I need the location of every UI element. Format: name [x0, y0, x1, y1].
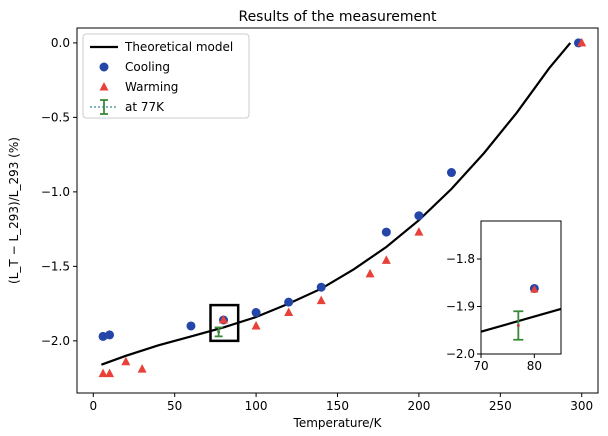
- y-tick-label: −1.0: [41, 185, 70, 199]
- cooling-point: [284, 297, 294, 307]
- x-tick-label: 250: [489, 399, 512, 413]
- inset-x-tick-label: 70: [473, 359, 488, 373]
- warming-point: [98, 368, 108, 378]
- inset-y-tick-label: −1.9: [446, 300, 475, 314]
- warming-point: [284, 307, 294, 317]
- legend-circle-icon: [99, 62, 109, 72]
- x-tick-label: 150: [326, 399, 349, 413]
- legend-label: Warming: [125, 80, 178, 94]
- y-axis-label: (L_T − L_293)/L_293 (%): [7, 137, 21, 284]
- theoretical-model-line: [101, 42, 572, 366]
- warming-point: [121, 356, 131, 366]
- warming-point: [365, 268, 375, 278]
- inset-y-tick-label: −1.8: [446, 252, 475, 266]
- inset-y-tick-label: −2.0: [446, 347, 475, 361]
- warming-point: [381, 255, 391, 264]
- cooling-point: [414, 211, 424, 221]
- cooling-point: [381, 227, 391, 237]
- x-tick-label: 300: [570, 399, 593, 413]
- legend-triangle-icon: [99, 82, 109, 91]
- x-axis-label: Temperature/K: [293, 416, 383, 430]
- x-tick-label: 100: [245, 399, 268, 413]
- inset-errorbar-center: [516, 324, 520, 327]
- legend-label: at 77K: [125, 100, 165, 114]
- x-tick-label: 50: [167, 399, 182, 413]
- legend-label: Theoretical model: [124, 40, 233, 54]
- x-tick-label: 200: [407, 399, 430, 413]
- cooling-point: [105, 330, 115, 340]
- plot-frame: [76, 27, 599, 394]
- inset-frame: [480, 220, 562, 355]
- inset-plot: 70 80 −1.8 −1.9 −2.0: [446, 220, 562, 373]
- main-plot: Results of the measurement 0 50 100 150 200 25…: [7, 9, 599, 430]
- warming-point: [577, 37, 587, 47]
- inset-warming-point: [530, 284, 539, 293]
- errorbar-center: [217, 330, 221, 334]
- cooling-point: [446, 168, 456, 178]
- y-tick-label: −2.0: [41, 334, 70, 348]
- legend: Theoretical model Cooling Warming at 77K: [82, 33, 250, 119]
- inset-x-tick-label: 80: [527, 359, 542, 373]
- warming-point: [414, 227, 424, 236]
- warming-point: [316, 295, 326, 305]
- cooling-point: [316, 282, 326, 292]
- cooling-point: [186, 321, 196, 331]
- y-tick-label: 0.0: [51, 36, 70, 50]
- warming-point: [137, 364, 147, 373]
- warming-point: [251, 320, 261, 330]
- y-tick-label: −0.5: [41, 110, 70, 124]
- inset-model-line: [480, 307, 562, 333]
- cooling-point: [251, 308, 261, 318]
- legend-label: Cooling: [125, 60, 170, 74]
- warming-point: [105, 368, 115, 378]
- x-tick-label: 0: [89, 399, 97, 413]
- warming-point: [219, 315, 229, 324]
- zoom-highlight-box: [209, 303, 240, 343]
- chart-title: Results of the measurement: [238, 9, 437, 25]
- legend-box: [82, 33, 250, 119]
- y-tick-label: −1.5: [41, 259, 70, 273]
